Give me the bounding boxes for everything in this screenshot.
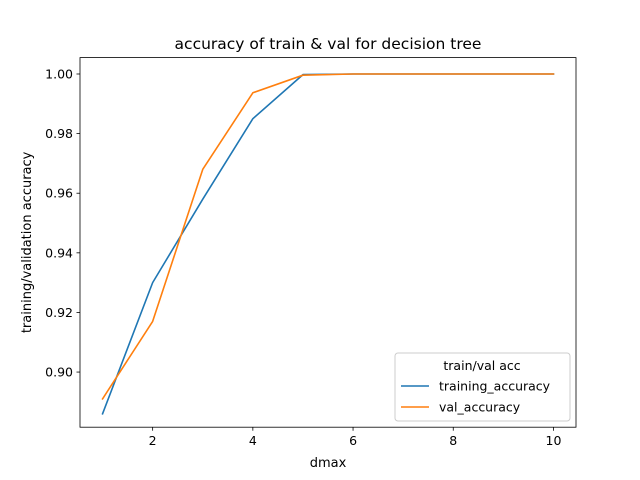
legend-label-training-accuracy: training_accuracy xyxy=(439,379,551,394)
y-tick-label: 0.90 xyxy=(45,365,73,380)
x-axis-ticks: 2 4 6 8 10 xyxy=(149,427,562,448)
x-tick-label: 6 xyxy=(349,433,357,448)
y-tick-label: 1.00 xyxy=(45,66,73,81)
x-tick-label: 2 xyxy=(149,433,157,448)
x-axis-label: dmax xyxy=(310,456,347,471)
y-axis-ticks: 0.90 0.92 0.94 0.96 0.98 1.00 xyxy=(45,66,80,380)
legend-title: train/val acc xyxy=(443,358,520,373)
x-tick-label: 4 xyxy=(249,433,257,448)
chart-title: accuracy of train & val for decision tre… xyxy=(175,35,482,53)
x-tick-label: 8 xyxy=(449,433,457,448)
series-layer xyxy=(101,73,555,415)
y-tick-label: 0.94 xyxy=(45,245,73,260)
legend-box xyxy=(394,352,571,422)
y-tick-label: 0.98 xyxy=(45,126,73,141)
series-line-val-accuracy xyxy=(101,73,555,400)
legend: train/val acc training_accuracy val_accu… xyxy=(394,352,571,422)
legend-label-val-accuracy: val_accuracy xyxy=(439,400,521,415)
y-tick-label: 0.92 xyxy=(45,305,73,320)
y-axis-label: training/validation accuracy xyxy=(20,151,35,333)
y-tick-label: 0.96 xyxy=(45,186,73,201)
plot-area-frame xyxy=(79,57,577,428)
x-tick-label: 10 xyxy=(546,433,562,448)
